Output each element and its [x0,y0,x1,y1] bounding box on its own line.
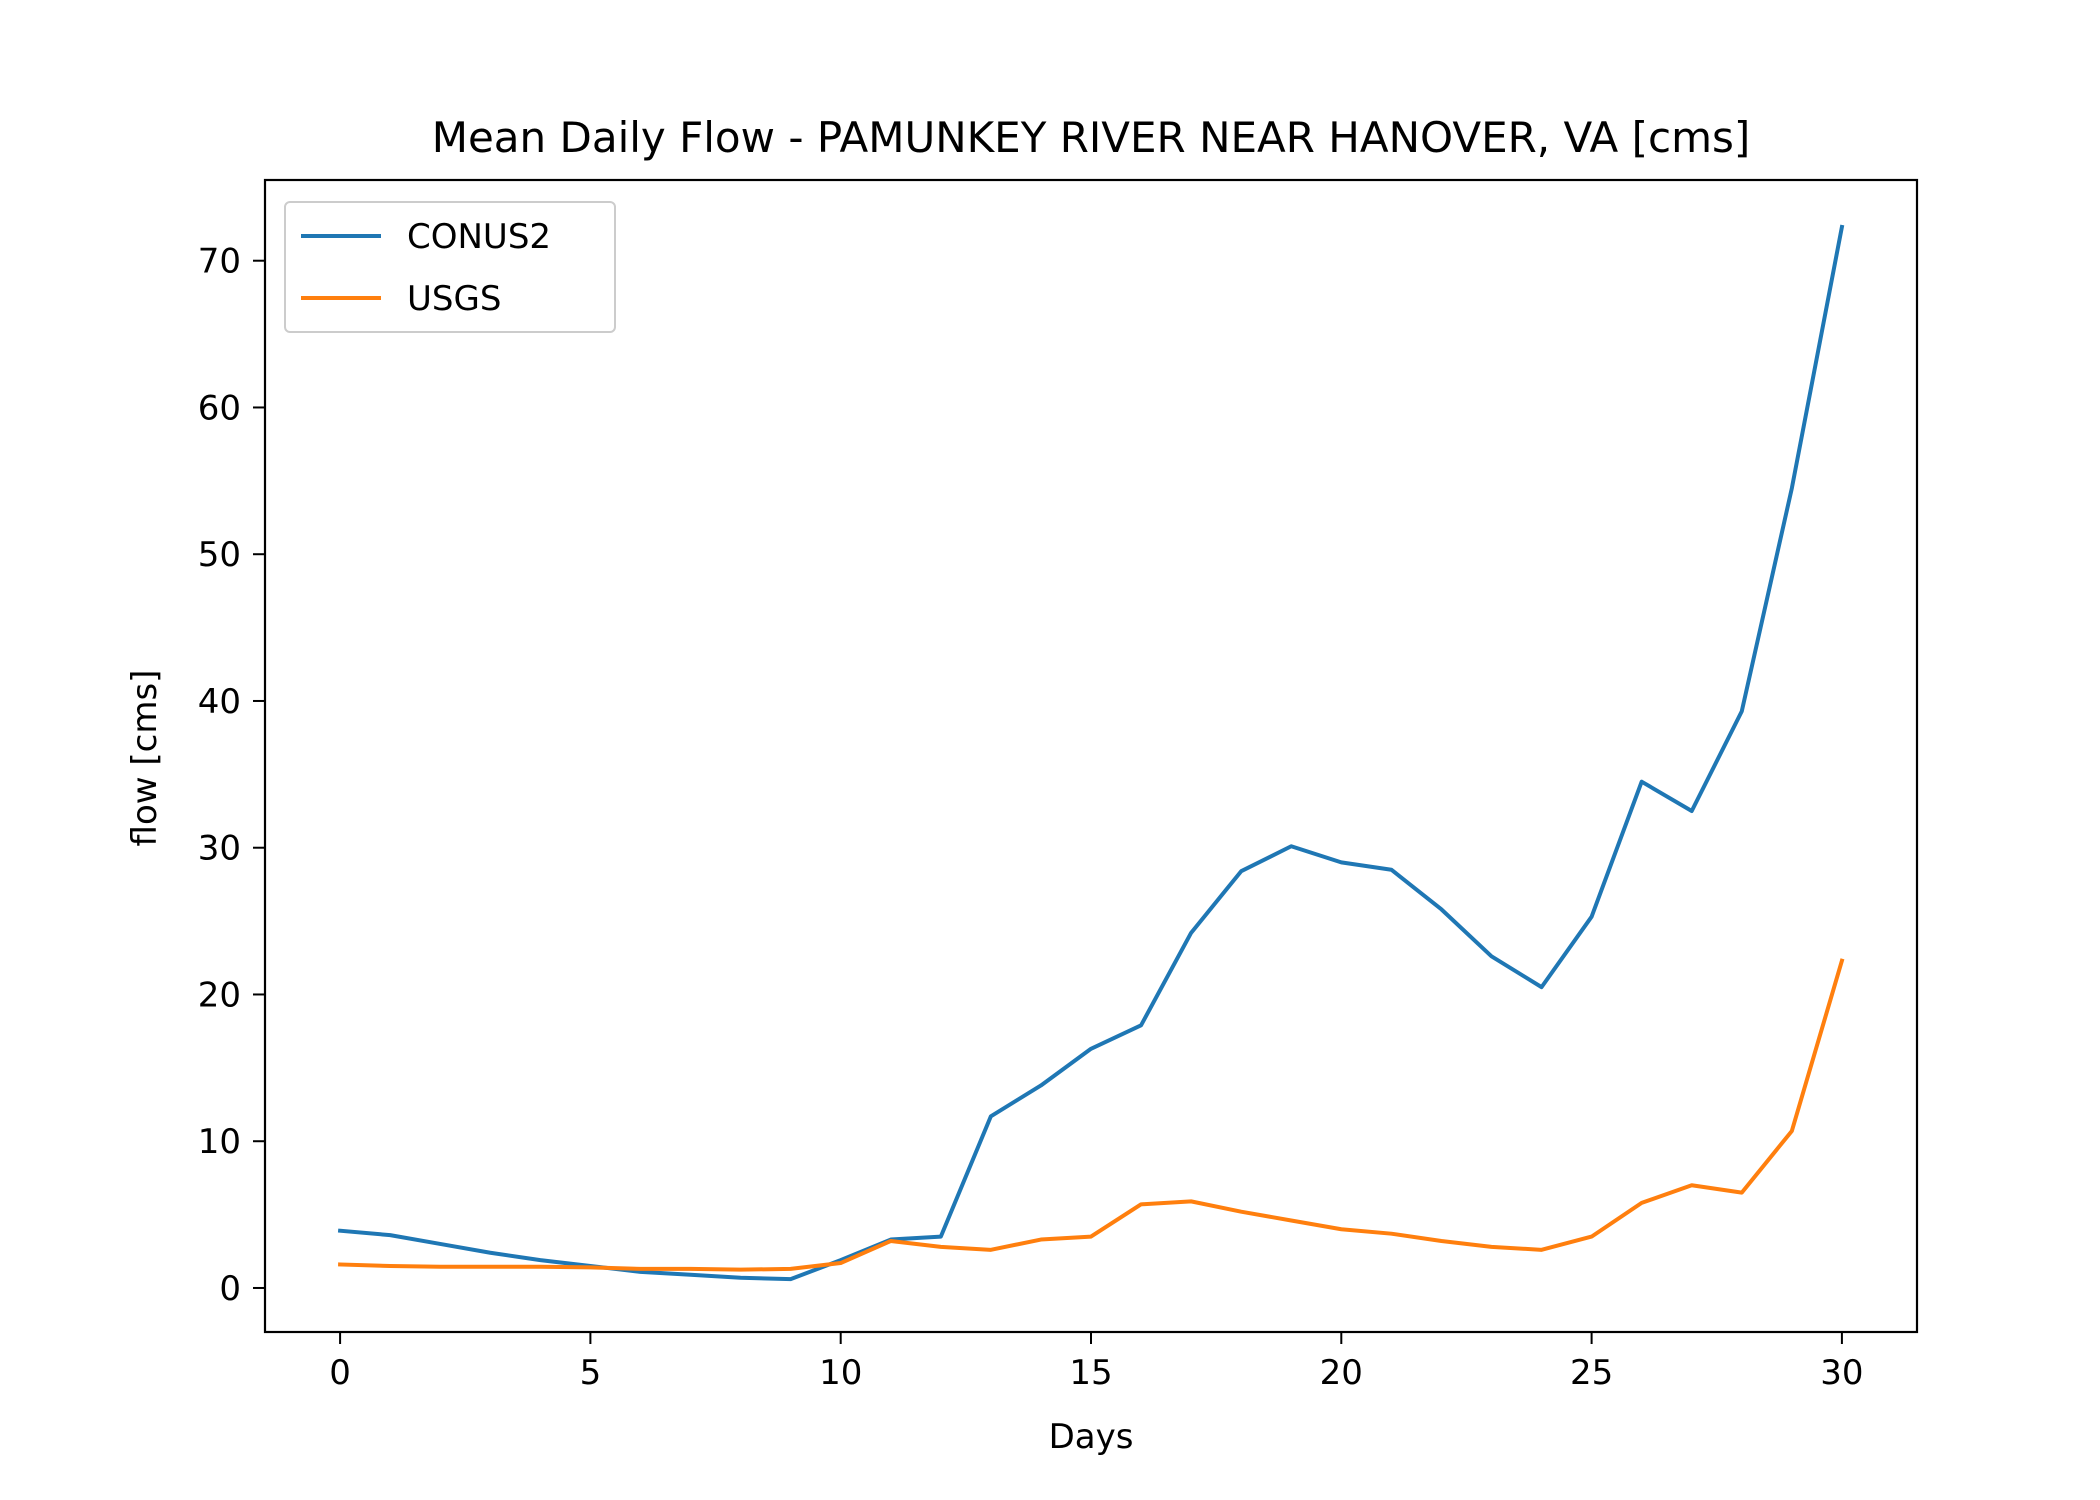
x-tick-label: 10 [819,1353,862,1393]
chart-title: Mean Daily Flow - PAMUNKEY RIVER NEAR HA… [432,113,1751,162]
x-tick-label: 20 [1320,1353,1363,1393]
series-line-conus2 [337,224,1845,1282]
x-axis-label: Days [1049,1417,1134,1457]
y-tick-label: 20 [198,975,241,1015]
x-tick-label: 15 [1069,1353,1112,1393]
y-tick-label: 10 [198,1122,241,1162]
axes-frame [263,178,1919,1334]
y-tick-label: 70 [198,242,241,282]
y-tick-label: 0 [219,1269,241,1309]
x-tick-label: 25 [1570,1353,1613,1393]
plot-area: 0 5 10 15 20 25 30 0 10 20 30 40 50 60 70 [198,178,1919,1393]
y-axis-label: flow [cms] [125,670,165,847]
legend-label: CONUS2 [407,217,551,257]
legend-label: USGS [407,279,501,319]
legend: CONUS2 USGS [284,201,616,333]
x-tick-label: 0 [329,1353,351,1393]
y-tick-label: 40 [198,682,241,722]
y-tick-label: 50 [198,535,241,575]
x-tick-label: 30 [1820,1353,1863,1393]
x-tick-label: 5 [580,1353,602,1393]
y-tick-label: 30 [198,829,241,869]
series-line-usgs [338,958,1845,1272]
y-tick-label: 60 [198,388,241,428]
